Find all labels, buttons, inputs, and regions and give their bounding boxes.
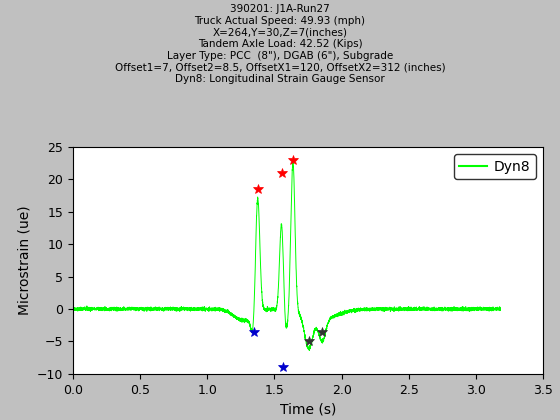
Legend: Dyn8: Dyn8 xyxy=(454,154,536,179)
Text: 390201: J1A-Run27
Truck Actual Speed: 49.93 (mph)
X=264,Y=30,Z=7(inches)
Tandem : 390201: J1A-Run27 Truck Actual Speed: 49… xyxy=(115,4,445,84)
Y-axis label: Microstrain (ue): Microstrain (ue) xyxy=(17,205,31,315)
X-axis label: Time (s): Time (s) xyxy=(280,402,336,416)
